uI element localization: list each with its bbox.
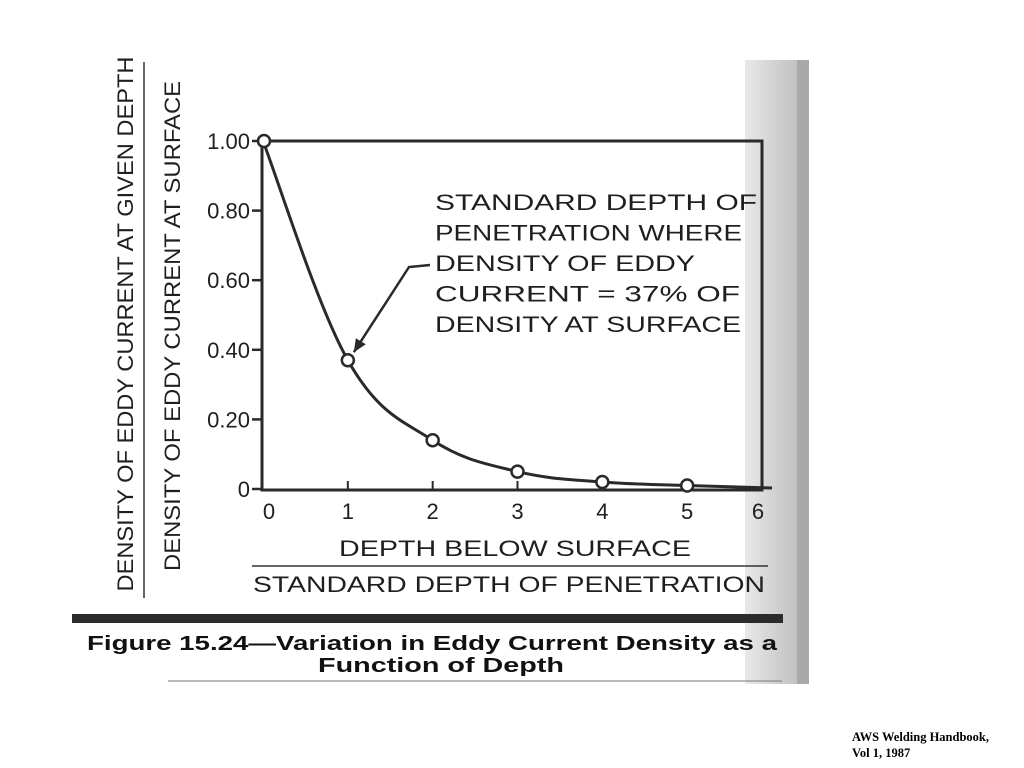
y-axis-label-denominator: DENSITY OF EDDY CURRENT AT SURFACE xyxy=(160,81,185,571)
data-point xyxy=(595,474,610,490)
y-tick-label: 0.80 xyxy=(207,199,250,224)
x-tick-label: 0 xyxy=(263,499,275,524)
plot-frame xyxy=(260,139,764,492)
x-tick-label: 2 xyxy=(427,499,439,524)
x-axis-label-denominator: STANDARD DEPTH OF PENETRATION xyxy=(253,572,765,597)
y-tick-label: 0.40 xyxy=(207,338,250,363)
y-axis-label-numerator: DENSITY OF EDDY CURRENT AT GIVEN DEPTH xyxy=(113,57,138,592)
data-point xyxy=(256,133,272,149)
y-tick-label: 0.60 xyxy=(207,268,250,293)
x-tick-label: 1 xyxy=(342,499,354,524)
x-tick-label: 4 xyxy=(596,499,608,524)
source-credit-line-2: Vol 1, 1987 xyxy=(852,746,911,760)
binding-edge xyxy=(797,60,809,684)
data-point xyxy=(510,464,525,479)
caption-rule xyxy=(72,614,783,623)
data-point xyxy=(340,352,356,368)
data-point xyxy=(425,433,440,448)
annotation-arrow-head xyxy=(353,338,366,353)
x-tick-label: 6 xyxy=(752,499,764,524)
annotation-arrow-line xyxy=(352,263,431,353)
data-point xyxy=(679,478,695,493)
x-axis-label-numerator: DEPTH BELOW SURFACE xyxy=(339,536,691,561)
annotation-line: CURRENT = 37% OF xyxy=(435,282,740,307)
annotation-line: DENSITY AT SURFACE xyxy=(435,312,741,337)
annotation-line: STANDARD DEPTH OF xyxy=(435,190,757,215)
annotation-line: PENETRATION WHERE xyxy=(435,221,742,246)
figure-caption-line-2: Function of Depth xyxy=(318,655,564,677)
x-tick-label: 3 xyxy=(511,499,523,524)
y-tick-label: 0.20 xyxy=(207,407,250,432)
source-credit: AWS Welding Handbook, Vol 1, 1987 xyxy=(852,729,1022,761)
y-tick-label: 0 xyxy=(238,477,250,502)
y-tick-label: 1.00 xyxy=(207,129,250,154)
annotation-line: DENSITY OF EDDY xyxy=(435,251,695,276)
source-credit-line-1: AWS Welding Handbook, xyxy=(852,730,989,744)
x-tick-label: 5 xyxy=(681,499,693,524)
figure-caption-line-1: Figure 15.24—Variation in Eddy Current D… xyxy=(87,633,778,655)
